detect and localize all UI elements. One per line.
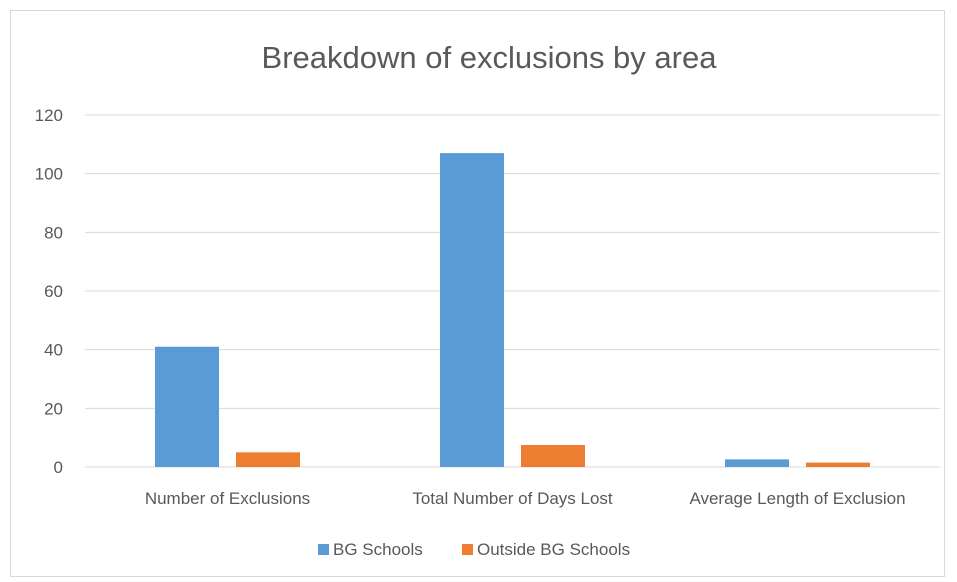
- y-tick-label: 100: [35, 165, 63, 184]
- category-label: Number of Exclusions: [145, 489, 310, 508]
- bars: [155, 153, 870, 467]
- legend: BG Schools Outside BG Schools: [318, 540, 630, 559]
- bar-outside-bg-schools: [806, 462, 870, 467]
- legend-label: Outside BG Schools: [477, 540, 630, 559]
- bar-outside-bg-schools: [236, 452, 300, 467]
- bar-bg-schools: [725, 459, 789, 467]
- chart-title: Breakdown of exclusions by area: [262, 40, 718, 75]
- category-label: Total Number of Days Lost: [412, 489, 613, 508]
- legend-label: BG Schools: [333, 540, 423, 559]
- y-axis-tick-labels: 0 20 40 60 80 100 120: [35, 106, 63, 477]
- gridlines: [85, 114, 940, 468]
- legend-swatch: [462, 544, 473, 555]
- category-label: Average Length of Exclusion: [689, 489, 905, 508]
- bar-outside-bg-schools: [521, 445, 585, 467]
- y-tick-label: 80: [44, 223, 63, 242]
- y-tick-label: 20: [44, 399, 63, 418]
- y-tick-label: 40: [44, 341, 63, 360]
- legend-swatch: [318, 544, 329, 555]
- y-tick-label: 0: [54, 458, 63, 477]
- x-axis-category-labels: Number of Exclusions Total Number of Days…: [145, 489, 906, 508]
- y-tick-label: 120: [35, 106, 63, 125]
- y-tick-label: 60: [44, 282, 63, 301]
- bar-bg-schools: [155, 346, 219, 467]
- bar-bg-schools: [440, 153, 504, 467]
